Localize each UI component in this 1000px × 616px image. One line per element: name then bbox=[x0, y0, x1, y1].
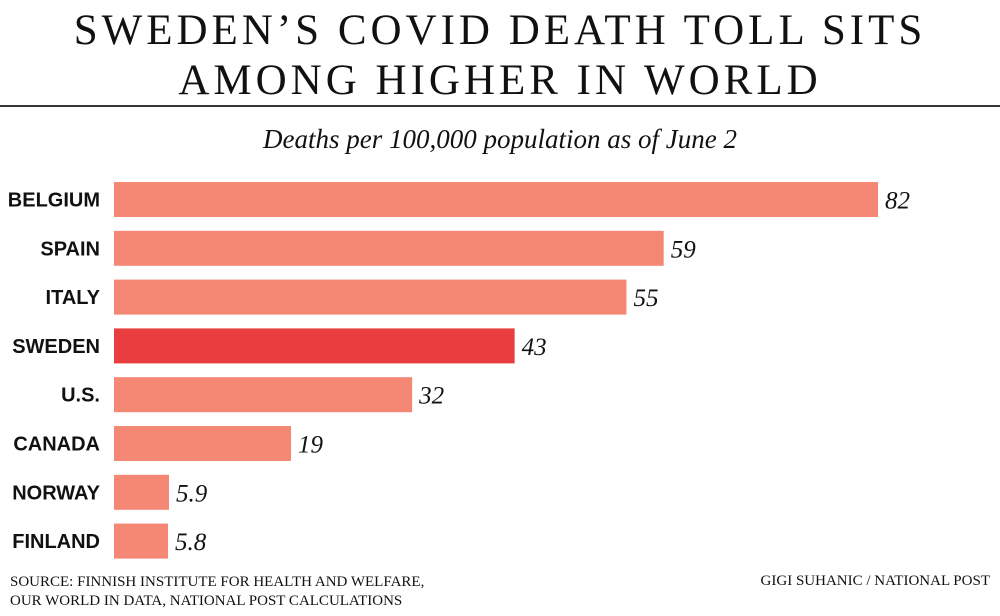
value-label-belgium: 82 bbox=[885, 188, 910, 215]
chart-title: SWEDEN’S COVID DEATH TOLL SITS AMONG HIG… bbox=[0, 6, 1000, 106]
value-label-u-s: 32 bbox=[418, 383, 444, 410]
bar-finland bbox=[114, 523, 169, 559]
bar-italy bbox=[114, 279, 627, 315]
category-label-norway: NORWAY bbox=[12, 482, 100, 504]
category-label-u-s: U.S. bbox=[61, 385, 100, 407]
value-label-italy: 55 bbox=[633, 285, 658, 312]
category-label-italy: ITALY bbox=[46, 287, 101, 309]
bar-u-s bbox=[114, 377, 413, 413]
bar-belgium bbox=[114, 182, 878, 217]
value-label-finland: 5.8 bbox=[175, 529, 207, 556]
category-label-canada: CANADA bbox=[13, 434, 100, 456]
bar-spain bbox=[114, 230, 664, 266]
credit-note: GIGI SUHANIC / NATIONAL POST bbox=[760, 573, 990, 589]
source-line-1: SOURCE: FINNISH INSTITUTE FOR HEALTH AND… bbox=[10, 574, 425, 590]
value-label-sweden: 43 bbox=[522, 334, 547, 361]
category-label-sweden: SWEDEN bbox=[12, 336, 100, 358]
value-label-spain: 59 bbox=[671, 236, 697, 263]
chart-title-line-1: SWEDEN’S COVID DEATH TOLL SITS bbox=[73, 7, 927, 54]
chart-title-line-2: AMONG HIGHER IN WORLD bbox=[178, 57, 822, 104]
category-label-finland: FINLAND bbox=[12, 531, 100, 553]
source-note: SOURCE: FINNISH INSTITUTE FOR HEALTH AND… bbox=[10, 573, 424, 611]
bar-canada bbox=[114, 426, 292, 461]
category-label-belgium: BELGIUM bbox=[8, 190, 100, 212]
source-line-2: OUR WORLD IN DATA, NATIONAL POST CALCULA… bbox=[10, 593, 403, 609]
value-label-norway: 5.9 bbox=[176, 480, 208, 507]
value-label-canada: 19 bbox=[298, 432, 324, 459]
bar-norway bbox=[114, 474, 169, 510]
category-label-spain: SPAIN bbox=[40, 238, 100, 260]
bar-sweden bbox=[114, 328, 515, 364]
title-divider bbox=[0, 105, 1000, 107]
chart-subtitle: Deaths per 100,000 population as of June… bbox=[263, 124, 737, 154]
